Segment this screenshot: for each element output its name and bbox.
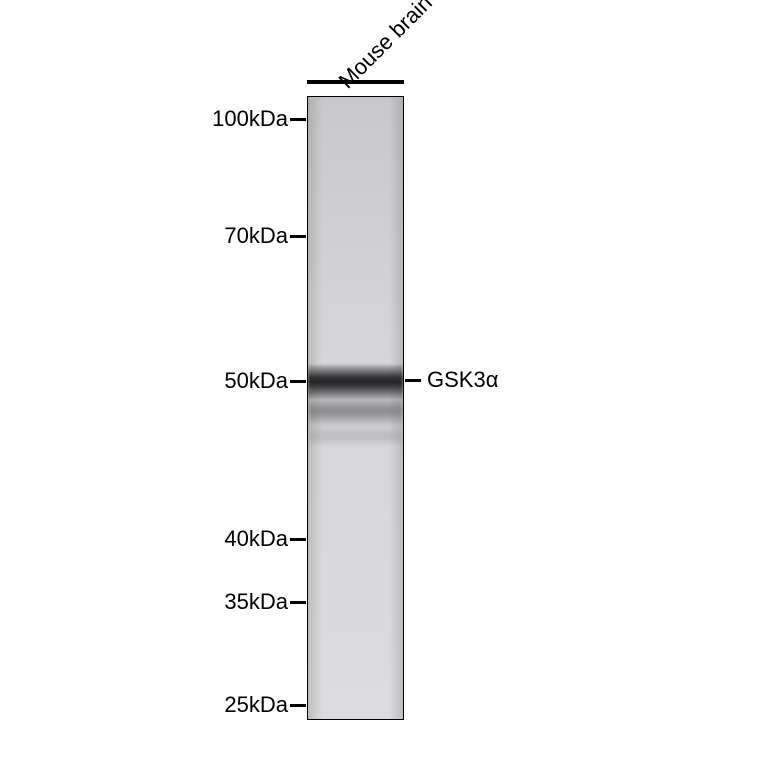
marker-label-4: 35kDa — [224, 589, 288, 615]
blot-lane — [307, 96, 404, 720]
marker-label-1: 70kDa — [224, 223, 288, 249]
target-band-tick — [405, 379, 421, 382]
marker-label-0: 100kDa — [212, 106, 288, 132]
band-1 — [308, 399, 403, 425]
band-2 — [308, 427, 403, 445]
target-band-label: GSK3α — [427, 367, 498, 393]
lane-bracket — [307, 80, 404, 84]
marker-tick-4 — [290, 601, 306, 604]
marker-label-3: 40kDa — [224, 526, 288, 552]
marker-label-2: 50kDa — [224, 368, 288, 394]
marker-tick-2 — [290, 380, 306, 383]
marker-tick-3 — [290, 538, 306, 541]
marker-label-5: 25kDa — [224, 692, 288, 718]
marker-tick-1 — [290, 235, 306, 238]
marker-tick-5 — [290, 704, 306, 707]
band-0 — [308, 365, 403, 399]
western-blot-figure: Mouse brain GSK3α 100kDa70kDa50kDa40kDa3… — [0, 0, 764, 764]
marker-tick-0 — [290, 118, 306, 121]
